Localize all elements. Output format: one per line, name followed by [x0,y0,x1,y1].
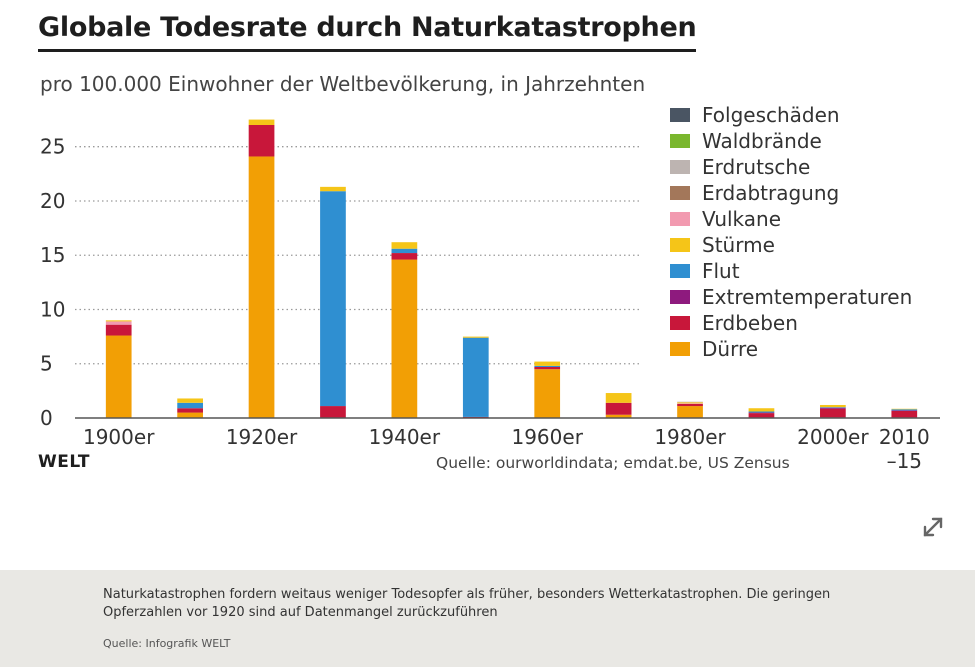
bar-segment [391,248,418,254]
bar-segment [248,125,275,157]
bar-segment [534,369,561,418]
legend-swatch [670,290,690,304]
chart-source: Quelle: ourworldindata; emdat.be, US Zen… [436,454,790,472]
bar-segment [820,407,846,408]
chart-title: Globale Todesrate durch Naturkatastrophe… [38,12,697,52]
x-tick-label: 1900er [83,425,155,449]
bar-segment [248,156,275,418]
bar-segment [177,402,203,409]
x-tick-label: 1920er [226,425,298,449]
legend-swatch [670,264,690,278]
bar-segment [891,409,918,411]
x-tick-label: 1940er [369,425,441,449]
chart-subtitle: pro 100.000 Einwohner der Weltbevölkerun… [40,72,646,96]
y-tick-label: 0 [40,406,53,430]
legend-label: Erdabtragung [702,181,839,205]
legend-swatch [670,108,690,122]
legend-label: Erdrutsche [702,155,810,179]
legend-label: Erdbeben [702,311,798,335]
bar-segment [605,393,632,403]
bar-segment [748,412,775,414]
legend-label: Extremtemperaturen [702,285,912,309]
legend-label: Dürre [702,337,758,361]
bar-segment [391,242,418,249]
legend-swatch [670,160,690,174]
y-tick-label: 10 [40,297,65,321]
bar-segment [534,366,561,370]
legend-swatch [670,212,690,226]
bar-segment [177,412,203,418]
x-tick-label: 1980er [654,425,726,449]
legend-label: Flut [702,259,740,283]
legend-swatch [670,186,690,200]
bar-segment [891,408,918,410]
legend-label: Waldbrände [702,129,822,153]
bar-segment [677,401,703,403]
legend-label: Folgeschäden [702,103,840,127]
legend-swatch [670,134,690,148]
legend-swatch [670,238,690,252]
y-tick-label: 5 [40,352,53,376]
bar-segment [462,336,489,338]
bar-segment [605,402,632,415]
y-tick-label: 20 [40,189,65,213]
bar-segment [748,411,775,413]
bar-segment [748,408,775,412]
legend-swatch [670,316,690,330]
bar-segment [320,186,346,192]
bar-segment [891,410,918,411]
bar-segment [677,403,703,404]
welt-logo: WELT [38,452,90,472]
bar-segment [391,259,418,418]
x-tick-label: 2000er [797,425,869,449]
bar-segment [462,337,489,417]
bar-segment [177,408,203,413]
bar-segment [105,324,132,336]
bar-segment [105,320,132,322]
bar-segment [320,191,346,407]
bar-segment [677,406,703,418]
legend-swatch [670,342,690,356]
bar-segment [605,414,632,418]
caption-box: Naturkatastrophen fordern weitaus wenige… [0,570,975,667]
bar-segment [677,403,703,407]
x-tick-label: 2010 –15 [879,425,930,473]
bar-segment [820,404,846,408]
bar-segment [391,253,418,260]
y-tick-label: 25 [40,135,65,159]
x-tick-label: 1960er [511,425,583,449]
bar-segment [105,321,132,325]
bar-segment [677,402,703,404]
bar-segment [248,119,275,125]
bar-segment [534,361,561,366]
legend-label: Stürme [702,233,775,257]
bar-segment [320,406,346,418]
bar-segment [748,413,775,418]
bar-segment [820,408,846,418]
bar-segment [820,407,846,409]
bar-segment [105,335,132,418]
bar-segment [177,398,203,403]
caption-text: Naturkatastrophen fordern weitaus wenige… [103,587,831,620]
bar-segment [891,410,918,418]
stacked-bar-chart: 0 5 10 15 20 25 1900er 1920er 1940er 1960er 1980er… [40,103,940,473]
bar-segment [534,365,561,367]
legend-label: Vulkane [702,207,781,231]
y-tick-label: 15 [40,243,65,267]
caption-source: Quelle: Infografik WELT [103,637,231,650]
expand-arrows-icon[interactable] [918,512,948,542]
